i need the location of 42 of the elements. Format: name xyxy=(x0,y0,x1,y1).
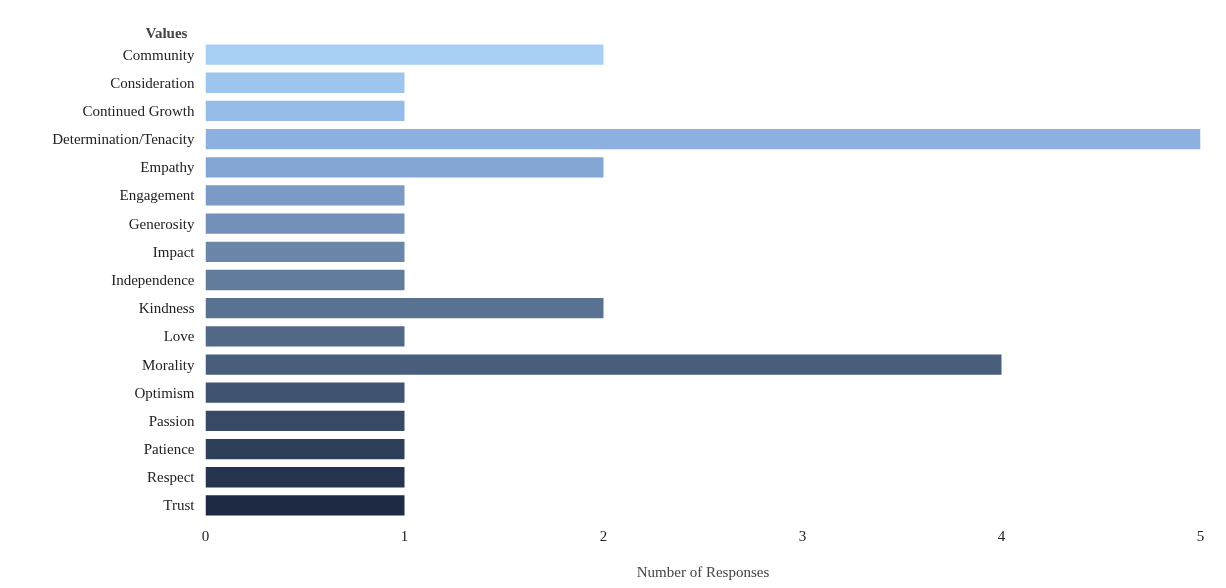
x-axis-title: Number of Responses xyxy=(636,563,770,580)
y-tick-label: Engagement xyxy=(119,187,196,204)
y-tick-label: Generosity xyxy=(128,215,195,232)
x-tick-label: 0 xyxy=(201,527,210,544)
bar xyxy=(205,298,604,319)
bar xyxy=(205,72,405,93)
x-tick-label: 5 xyxy=(1196,527,1205,544)
bar xyxy=(205,354,1002,375)
bar xyxy=(205,326,405,347)
y-tick-label: Impact xyxy=(152,243,196,260)
y-tick-label: Continued Growth xyxy=(82,102,195,119)
y-axis-title: Values xyxy=(145,24,188,41)
y-tick-label: Love xyxy=(163,328,195,345)
x-tick-label: 1 xyxy=(400,527,409,544)
y-tick-label: Patience xyxy=(143,441,195,458)
bar xyxy=(205,185,405,206)
y-tick-label: Empathy xyxy=(140,159,195,176)
y-tick-label: Respect xyxy=(147,469,196,486)
bar xyxy=(205,495,405,516)
bar xyxy=(205,128,1201,150)
x-tick-label: 4 xyxy=(997,527,1006,544)
bar xyxy=(205,157,604,178)
bar xyxy=(205,241,405,262)
bar xyxy=(205,213,405,234)
y-tick-label: Determination/Tenacity xyxy=(52,131,195,148)
bar xyxy=(205,44,604,65)
bar xyxy=(205,269,405,291)
y-tick-label: Optimism xyxy=(134,384,195,401)
y-tick-label: Kindness xyxy=(138,300,195,317)
x-tick-label: 3 xyxy=(798,527,807,544)
bar xyxy=(205,100,405,122)
y-tick-label: Consideration xyxy=(110,74,195,91)
bar xyxy=(205,438,405,460)
y-tick-label: Morality xyxy=(142,356,195,373)
y-tick-label: Trust xyxy=(163,497,196,514)
x-tick-label: 2 xyxy=(599,527,608,544)
y-tick-label: Independence xyxy=(111,272,195,288)
y-tick-label: Passion xyxy=(148,412,195,429)
bar xyxy=(205,382,405,403)
y-tick-label: Community xyxy=(122,46,195,63)
bar xyxy=(205,467,405,488)
bar xyxy=(205,410,405,432)
